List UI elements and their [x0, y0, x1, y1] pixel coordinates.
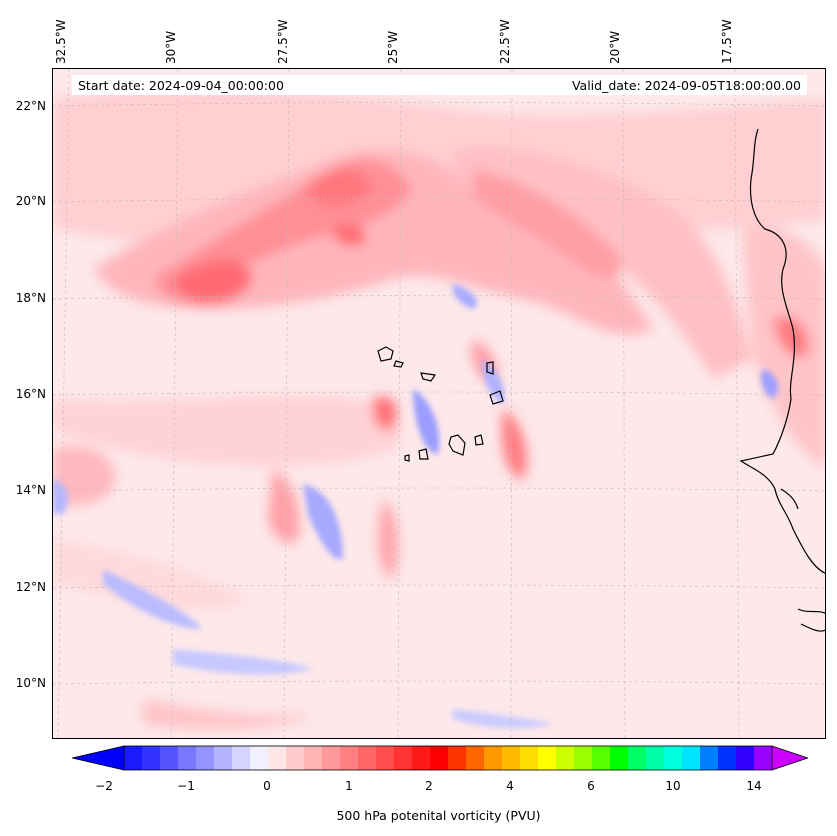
colorbar-cell	[556, 746, 575, 770]
colorbar-cell	[142, 746, 161, 770]
colorbar-cells	[124, 746, 773, 770]
colorbar-cell	[124, 746, 143, 770]
colorbar-cell	[736, 746, 755, 770]
colorbar	[72, 745, 808, 771]
colorbar-cell	[754, 746, 773, 770]
start-date-text: Start date: 2024-09-04_00:00:00	[78, 78, 284, 93]
colorbar-cell	[196, 746, 215, 770]
colorbar-cell	[214, 746, 233, 770]
colorbar-cell	[268, 746, 287, 770]
colorbar-cell	[646, 746, 665, 770]
colorbar-cell	[286, 746, 305, 770]
colorbar-cell	[448, 746, 467, 770]
colorbar-cell	[412, 746, 431, 770]
colorbar-cell	[574, 746, 593, 770]
colorbar-tick: 0	[263, 779, 271, 793]
colorbar-cell	[664, 746, 683, 770]
colorbar-cell	[322, 746, 341, 770]
colorbar-cell	[466, 746, 485, 770]
colorbar-cell	[358, 746, 377, 770]
colorbar-tick: 6	[587, 779, 595, 793]
map-panel	[52, 68, 826, 739]
lat-label: 18°N	[15, 291, 46, 305]
colorbar-tick: 14	[746, 779, 762, 793]
lon-label: 17.5°W	[720, 19, 734, 64]
lat-label: 22°N	[15, 99, 46, 113]
pv-field-shading	[53, 88, 825, 730]
lon-label: 22.5°W	[498, 19, 512, 64]
colorbar-cell	[592, 746, 611, 770]
lat-label: 12°N	[15, 580, 46, 594]
colorbar-cell	[160, 746, 179, 770]
colorbar-cell	[178, 746, 197, 770]
colorbar-cell	[430, 746, 449, 770]
lat-label: 16°N	[15, 387, 46, 401]
colorbar-tick: 10	[665, 779, 681, 793]
colorbar-cell	[682, 746, 701, 770]
colorbar-cell	[628, 746, 647, 770]
lat-label: 14°N	[15, 483, 46, 497]
graticule	[53, 69, 825, 738]
colorbar-cell	[502, 746, 521, 770]
colorbar-tick: 4	[506, 779, 514, 793]
colorbar-cell	[304, 746, 323, 770]
lon-label: 20°W	[608, 30, 622, 64]
colorbar-cell	[610, 746, 629, 770]
lon-label: 25°W	[386, 30, 400, 64]
colorbar-cell	[484, 746, 503, 770]
colorbar-cell	[700, 746, 719, 770]
lat-label: 20°N	[15, 194, 46, 208]
colorbar-min-triangle	[72, 746, 124, 770]
cape-verde-islands	[377, 346, 504, 462]
colorbar-cell	[394, 746, 413, 770]
colorbar-cell	[538, 746, 557, 770]
colorbar-cell	[250, 746, 269, 770]
lon-label: 32.5°W	[54, 19, 68, 64]
colorbar-outline	[123, 745, 773, 771]
coastline	[739, 128, 825, 632]
colorbar-max-triangle	[772, 746, 808, 770]
colorbar-cell	[718, 746, 737, 770]
lon-label: 30°W	[164, 30, 178, 64]
colorbar-cell	[340, 746, 359, 770]
lon-label: 27.5°W	[276, 19, 290, 64]
colorbar-cell	[376, 746, 395, 770]
pv-field-map	[53, 69, 825, 738]
colorbar-tick: −2	[95, 779, 113, 793]
colorbar-tick: −1	[177, 779, 195, 793]
lat-label: 10°N	[15, 676, 46, 690]
colorbar-cell	[520, 746, 539, 770]
valid-date-text: Valid_date: 2024-09-05T18:00:00.00	[571, 78, 801, 93]
colorbar-cell	[232, 746, 251, 770]
colorbar-tick: 2	[425, 779, 433, 793]
colorbar-tick: 1	[345, 779, 353, 793]
date-info-bar: Start date: 2024-09-04_00:00:00 Valid_da…	[72, 75, 807, 95]
colorbar-label: 500 hPa potenital vorticity (PVU)	[336, 808, 541, 823]
negative-pv-shading	[53, 284, 779, 729]
